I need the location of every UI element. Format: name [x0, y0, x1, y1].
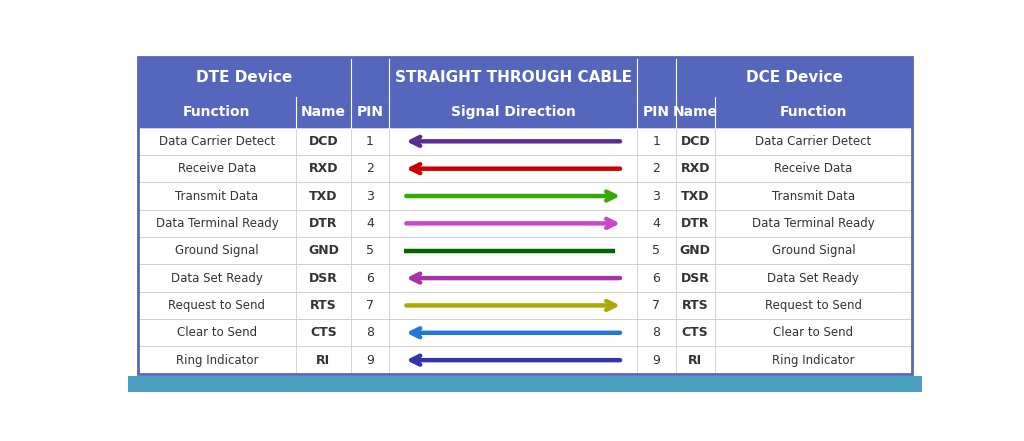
Text: Name: Name [301, 105, 346, 120]
Text: RXD: RXD [681, 162, 710, 175]
Text: Receive Data: Receive Data [178, 162, 256, 175]
Text: Data Set Ready: Data Set Ready [171, 272, 263, 284]
Bar [137, 155, 912, 182]
Text: Request to Send: Request to Send [168, 299, 265, 312]
Text: Data Terminal Ready: Data Terminal Ready [752, 217, 874, 230]
Bar [137, 347, 912, 374]
Text: CTS: CTS [682, 326, 709, 339]
Bar [137, 127, 912, 155]
Bar [137, 292, 912, 319]
Text: 6: 6 [652, 272, 660, 284]
Text: Clear to Send: Clear to Send [177, 326, 257, 339]
Text: Data Carrier Detect: Data Carrier Detect [755, 135, 871, 148]
Text: DTR: DTR [681, 217, 710, 230]
Bar [137, 237, 912, 265]
Bar [137, 182, 912, 210]
Text: Function: Function [183, 105, 251, 120]
Text: DCD: DCD [308, 135, 338, 148]
Text: RI: RI [316, 354, 331, 366]
Text: DSR: DSR [681, 272, 710, 284]
Text: Ground Signal: Ground Signal [175, 244, 259, 257]
Text: 8: 8 [652, 326, 660, 339]
Text: 4: 4 [652, 217, 660, 230]
Text: 7: 7 [652, 299, 660, 312]
Text: 3: 3 [366, 190, 374, 202]
Text: RTS: RTS [682, 299, 709, 312]
Text: Clear to Send: Clear to Send [773, 326, 853, 339]
Text: 8: 8 [366, 326, 374, 339]
Text: 1: 1 [366, 135, 374, 148]
Text: Signal Direction: Signal Direction [451, 105, 575, 120]
Text: 2: 2 [366, 162, 374, 175]
Text: RXD: RXD [308, 162, 338, 175]
Text: DSR: DSR [309, 272, 338, 284]
Bar [137, 319, 912, 347]
Text: Function: Function [779, 105, 847, 120]
Text: 5: 5 [366, 244, 374, 257]
Text: Data Carrier Detect: Data Carrier Detect [159, 135, 275, 148]
Text: Data Set Ready: Data Set Ready [767, 272, 859, 284]
Bar [137, 97, 912, 127]
Text: 6: 6 [366, 272, 374, 284]
Text: 1: 1 [652, 135, 660, 148]
Text: DTE Device: DTE Device [196, 70, 292, 85]
Bar [137, 210, 912, 237]
Text: Request to Send: Request to Send [765, 299, 862, 312]
Bar [128, 376, 922, 392]
Text: RI: RI [688, 354, 702, 366]
Text: GND: GND [680, 244, 711, 257]
Text: Data Terminal Ready: Data Terminal Ready [156, 217, 279, 230]
Text: 9: 9 [366, 354, 374, 366]
Text: 3: 3 [652, 190, 660, 202]
Text: STRAIGHT THROUGH CABLE: STRAIGHT THROUGH CABLE [394, 70, 632, 85]
Text: Receive Data: Receive Data [774, 162, 852, 175]
Text: 2: 2 [652, 162, 660, 175]
Text: Transmit Data: Transmit Data [772, 190, 855, 202]
Text: RTS: RTS [310, 299, 337, 312]
Text: PIN: PIN [643, 105, 670, 120]
Bar [137, 57, 912, 97]
Text: PIN: PIN [356, 105, 383, 120]
Text: 4: 4 [366, 217, 374, 230]
Text: TXD: TXD [309, 190, 338, 202]
Text: 9: 9 [652, 354, 660, 366]
Text: 5: 5 [652, 244, 660, 257]
Text: DCE Device: DCE Device [745, 70, 843, 85]
Text: Ground Signal: Ground Signal [771, 244, 855, 257]
Text: 7: 7 [366, 299, 374, 312]
Text: TXD: TXD [681, 190, 710, 202]
Text: DCD: DCD [680, 135, 710, 148]
Text: Transmit Data: Transmit Data [175, 190, 258, 202]
Text: Name: Name [673, 105, 718, 120]
Text: DTR: DTR [309, 217, 338, 230]
Text: GND: GND [308, 244, 339, 257]
Bar [137, 265, 912, 292]
Text: Ring Indicator: Ring Indicator [772, 354, 855, 366]
Text: Ring Indicator: Ring Indicator [176, 354, 258, 366]
Text: CTS: CTS [310, 326, 337, 339]
